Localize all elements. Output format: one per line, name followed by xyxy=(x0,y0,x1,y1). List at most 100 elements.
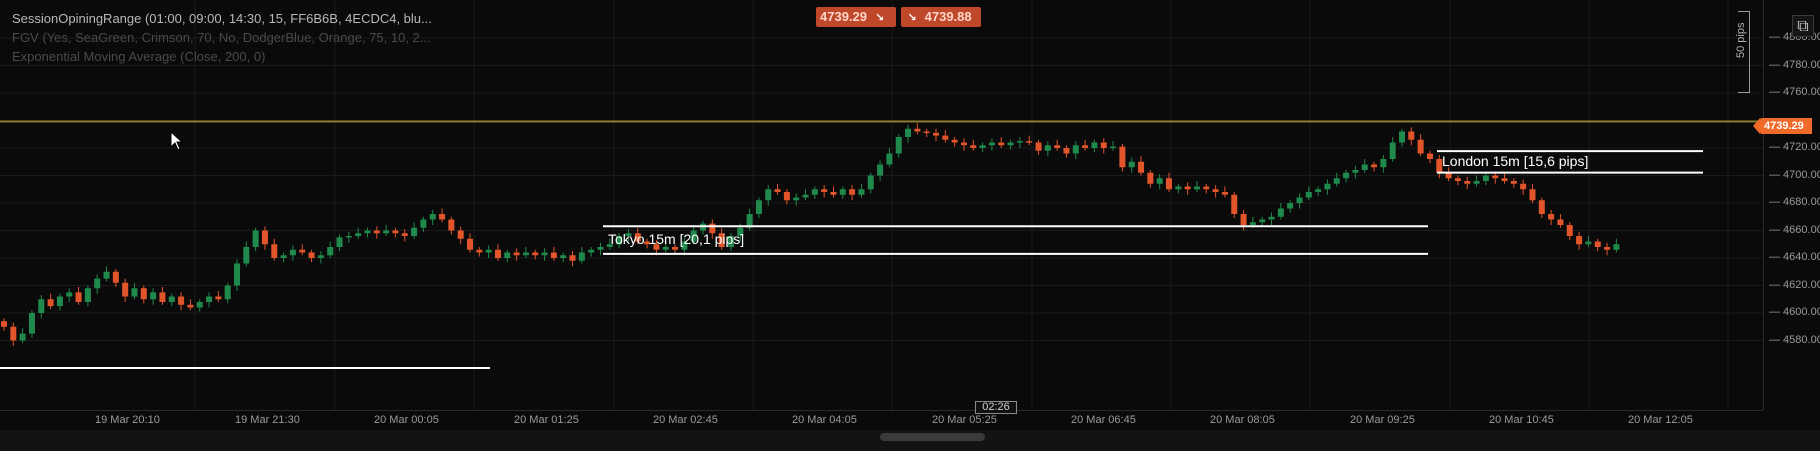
candlestick-chart[interactable] xyxy=(0,0,1763,410)
candle-body xyxy=(877,164,884,176)
candle-body xyxy=(1482,175,1489,181)
scrollbar-thumb[interactable] xyxy=(880,433,985,441)
candle-body xyxy=(66,292,73,297)
time-tick-label: 19 Mar 20:10 xyxy=(95,414,160,426)
candle-body xyxy=(681,241,688,250)
sell-quote-button[interactable]: 4739.29 ↘ xyxy=(816,7,896,27)
candle-body xyxy=(1613,244,1620,250)
candle-body xyxy=(1100,142,1107,148)
candle-body xyxy=(1520,183,1527,190)
buy-quote-button[interactable]: ↘ 4739.88 xyxy=(901,7,981,27)
candle-body xyxy=(19,333,26,341)
candle-body xyxy=(280,255,287,258)
candle-body xyxy=(215,296,222,300)
candle-body xyxy=(38,299,45,313)
candle-body xyxy=(1548,214,1555,220)
candle-body xyxy=(942,135,949,140)
candle-body xyxy=(914,128,921,132)
pips-ruler-label: 50 pips xyxy=(1735,22,1747,58)
candle-body xyxy=(1585,241,1592,245)
candle-body xyxy=(159,292,166,302)
time-tick-label: 20 Mar 08:05 xyxy=(1210,414,1275,426)
candle-body xyxy=(1408,131,1415,140)
time-axis[interactable] xyxy=(0,410,1763,430)
candle-body xyxy=(895,137,902,154)
candle-body xyxy=(755,200,762,214)
indicator-legend: SessionOpiningRange (01:00, 09:00, 14:30… xyxy=(12,9,432,66)
candle-body xyxy=(1389,142,1396,159)
candle-body xyxy=(1007,142,1014,146)
candle-body xyxy=(709,223,716,234)
candle-body xyxy=(224,285,231,300)
candle-body xyxy=(1426,153,1433,159)
candle-body xyxy=(1082,145,1089,148)
indicator-ema[interactable]: Exponential Moving Average (Close, 200, … xyxy=(12,49,266,64)
candle-body xyxy=(578,252,585,261)
candle-body xyxy=(94,278,101,289)
price-tick-label: — 4720.00 xyxy=(1769,141,1820,153)
time-tick-label: 20 Mar 10:45 xyxy=(1489,414,1554,426)
candle-body xyxy=(299,249,306,253)
candle-body xyxy=(1604,247,1611,250)
london-session-label: London 15m [15,6 pips] xyxy=(1442,152,1589,169)
candle-body xyxy=(513,252,520,256)
candle-body xyxy=(1352,170,1359,173)
candle-body xyxy=(690,230,697,242)
price-tick-label: — 4680.00 xyxy=(1769,196,1820,208)
candle-body xyxy=(793,197,800,201)
candle-body xyxy=(345,236,352,238)
candle-body xyxy=(122,282,129,297)
candle-body xyxy=(84,288,91,302)
candle-body xyxy=(998,142,1005,146)
candle-body xyxy=(1268,216,1275,220)
candle-body xyxy=(1128,161,1135,168)
candle-body xyxy=(821,189,828,192)
candle-body xyxy=(355,233,362,236)
candle-body xyxy=(886,153,893,165)
price-axis[interactable] xyxy=(1763,0,1820,410)
candle-body xyxy=(1417,139,1424,154)
candle-body xyxy=(485,249,492,253)
candle-body xyxy=(243,247,250,264)
price-tick-label: — 4580.00 xyxy=(1769,333,1820,346)
candle-body xyxy=(933,132,939,136)
candle-body xyxy=(1576,236,1583,245)
candle-body xyxy=(532,252,539,256)
candle-body xyxy=(1277,208,1284,217)
tokyo-session-label: Tokyo 15m [20,1 pips] xyxy=(608,231,745,248)
candle-body xyxy=(1147,172,1154,184)
candle-body xyxy=(1119,146,1126,168)
chart-plot-area[interactable] xyxy=(0,0,1763,410)
indicator-fgv[interactable]: FGV (Yes, SeaGreen, Crimson, 70, No, Dod… xyxy=(12,30,431,45)
candle-body xyxy=(1324,183,1331,190)
candle-body xyxy=(727,236,734,247)
candle-body xyxy=(1072,145,1079,154)
candle-body xyxy=(1305,192,1312,198)
candle-body xyxy=(1166,178,1172,190)
candle-body xyxy=(373,230,380,234)
arrow-down-right-icon: ↘ xyxy=(907,12,917,24)
candle-body xyxy=(616,236,623,245)
time-tick-label: 20 Mar 12:05 xyxy=(1628,414,1693,426)
popout-icon[interactable]: ⧉ xyxy=(1792,15,1814,37)
candle-body xyxy=(1240,214,1247,225)
candle-body xyxy=(56,296,63,307)
candle-body xyxy=(1035,142,1042,151)
candle-body xyxy=(457,230,464,239)
candle-body xyxy=(718,233,725,247)
candle-body xyxy=(234,263,240,286)
candle-body xyxy=(1473,181,1480,184)
candle-body xyxy=(1,321,7,327)
pips-ruler[interactable] xyxy=(1738,11,1750,93)
candle-body xyxy=(1231,194,1238,214)
candle-body xyxy=(1492,175,1499,179)
candle-body xyxy=(1138,161,1145,173)
candle-body xyxy=(905,128,912,137)
candle-body xyxy=(522,252,529,256)
candle-body xyxy=(168,296,175,302)
candle-body xyxy=(1557,219,1564,225)
candle-body xyxy=(1110,146,1117,149)
candle-body xyxy=(271,244,278,258)
indicator-session-range[interactable]: SessionOpiningRange (01:00, 09:00, 14:30… xyxy=(12,11,432,26)
